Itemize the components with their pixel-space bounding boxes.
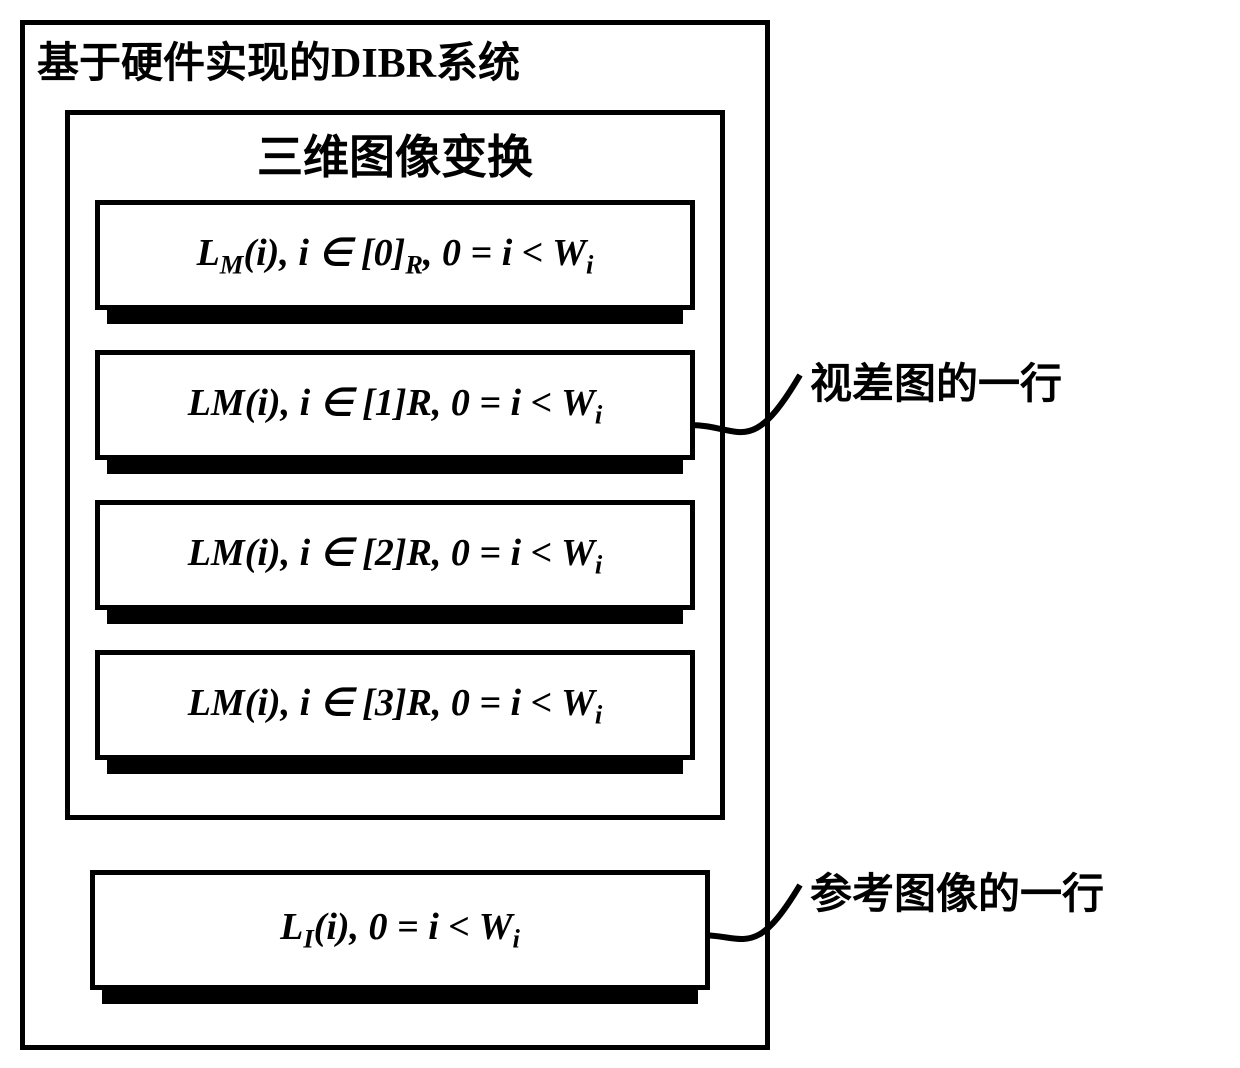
row-shadow xyxy=(107,460,683,474)
row-shadow xyxy=(107,760,683,774)
disparity-row-2: LM(i), i ∈ [2]R, 0 = i < Wi xyxy=(95,500,695,610)
row-face: LM(i), i ∈ [1]R, 0 = i < Wi xyxy=(95,350,695,460)
annotation-disparity: 视差图的一行 xyxy=(810,350,1062,411)
outer-title: 基于硬件实现的DIBR系统 xyxy=(37,29,520,90)
disparity-row-1: LM(i), i ∈ [1]R, 0 = i < Wi xyxy=(95,350,695,460)
row-text: LM(i), i ∈ [3]R, 0 = i < Wi xyxy=(188,680,603,731)
annotation-reference: 参考图像的一行 xyxy=(810,860,1104,921)
row-face: LM(i), i ∈ [2]R, 0 = i < Wi xyxy=(95,500,695,610)
disparity-row-0: LM(i), i ∈ [0]R, 0 = i < Wi xyxy=(95,200,695,310)
outer-system-box: 基于硬件实现的DIBR系统 三维图像变换 LM(i), i ∈ [0]R, 0 … xyxy=(20,20,770,1050)
row-text: LM(i), i ∈ [1]R, 0 = i < Wi xyxy=(188,380,603,431)
diagram-canvas: 基于硬件实现的DIBR系统 三维图像变换 LM(i), i ∈ [0]R, 0 … xyxy=(0,0,1240,1068)
inner-title: 三维图像变换 xyxy=(70,121,720,187)
row-shadow xyxy=(107,310,683,324)
inner-transform-box: 三维图像变换 LM(i), i ∈ [0]R, 0 = i < Wi LM(i)… xyxy=(65,110,725,820)
disparity-row-3: LM(i), i ∈ [3]R, 0 = i < Wi xyxy=(95,650,695,760)
row-face: LM(i), i ∈ [3]R, 0 = i < Wi xyxy=(95,650,695,760)
row-text: LM(i), i ∈ [2]R, 0 = i < Wi xyxy=(188,530,603,581)
row-text: LI(i), 0 = i < Wi xyxy=(280,905,520,955)
reference-row: LI(i), 0 = i < Wi xyxy=(90,870,710,990)
row-text: LM(i), i ∈ [0]R, 0 = i < Wi xyxy=(197,230,594,281)
row-face: LM(i), i ∈ [0]R, 0 = i < Wi xyxy=(95,200,695,310)
row-shadow xyxy=(102,990,698,1004)
row-face: LI(i), 0 = i < Wi xyxy=(90,870,710,990)
row-shadow xyxy=(107,610,683,624)
